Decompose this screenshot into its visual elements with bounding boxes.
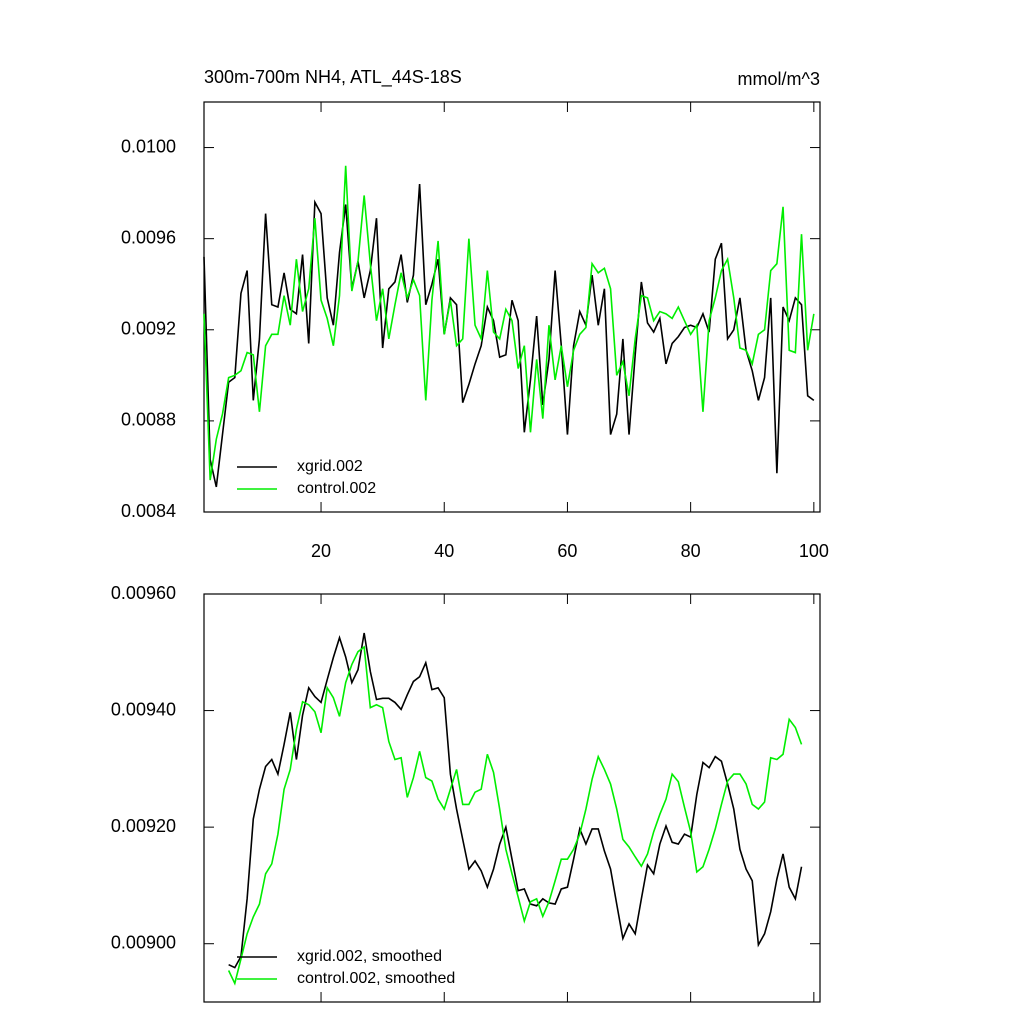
x-tick-label: 40 bbox=[434, 541, 454, 561]
x-tick-label: 20 bbox=[311, 541, 331, 561]
y-tick-label: 0.0096 bbox=[121, 227, 176, 247]
y-tick-label: 0.00920 bbox=[111, 816, 176, 836]
data-line bbox=[203, 183, 815, 488]
chart-title: 300m-700m NH4, ATL_44S-18S bbox=[204, 67, 462, 88]
units-label: mmol/m^3 bbox=[738, 69, 820, 89]
legend-label: xgrid.002, smoothed bbox=[297, 948, 442, 965]
plot-frame bbox=[203, 593, 821, 1003]
x-tick-label: 80 bbox=[681, 541, 701, 561]
x-tick-label: 100 bbox=[799, 541, 829, 561]
legend-label: xgrid.002 bbox=[297, 458, 363, 475]
plot-frame bbox=[203, 101, 821, 513]
y-tick-label: 0.0092 bbox=[121, 319, 176, 339]
y-tick-label: 0.00940 bbox=[111, 699, 176, 719]
y-tick-label: 0.0100 bbox=[121, 136, 176, 156]
data-line bbox=[228, 632, 803, 969]
y-tick-label: 0.0088 bbox=[121, 410, 176, 430]
legend-label: control.002, smoothed bbox=[297, 970, 455, 987]
x-tick-label: 60 bbox=[557, 541, 577, 561]
y-tick-label: 0.00960 bbox=[111, 583, 176, 603]
data-line bbox=[203, 165, 815, 481]
data-line bbox=[227, 645, 803, 986]
y-tick-label: 0.00900 bbox=[111, 932, 176, 952]
y-tick-label: 0.0084 bbox=[121, 501, 176, 521]
legend-label: control.002 bbox=[297, 480, 376, 497]
